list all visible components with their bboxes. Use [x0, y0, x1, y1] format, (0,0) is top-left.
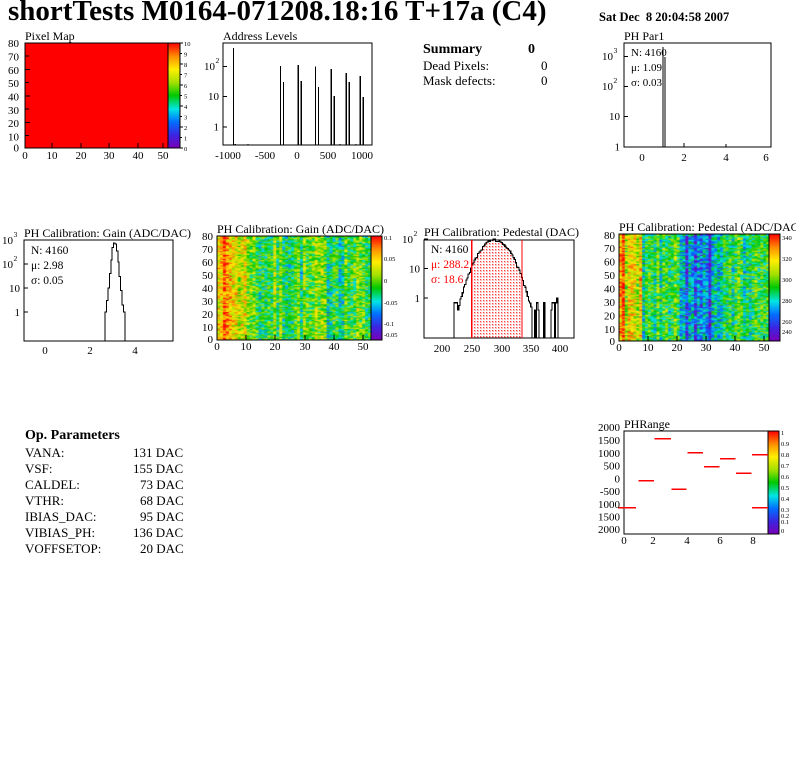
- svg-text:1: 1: [781, 430, 784, 437]
- svg-text:1000: 1000: [598, 499, 621, 511]
- svg-text:500: 500: [604, 461, 621, 473]
- svg-text:6: 6: [717, 535, 723, 547]
- svg-text:2: 2: [650, 535, 656, 547]
- svg-text:0.1: 0.1: [781, 519, 789, 526]
- svg-text:2000: 2000: [598, 422, 621, 434]
- svg-text:4: 4: [684, 535, 690, 547]
- svg-text:1500: 1500: [598, 512, 621, 524]
- svg-text:0.4: 0.4: [781, 496, 790, 503]
- svg-text:0.7: 0.7: [781, 463, 790, 470]
- svg-text:0.5: 0.5: [781, 485, 789, 492]
- svg-text:0.6: 0.6: [781, 474, 790, 481]
- svg-text:0.8: 0.8: [781, 452, 789, 459]
- svg-text:1500: 1500: [598, 435, 621, 447]
- svg-text:2000: 2000: [598, 524, 621, 536]
- svg-text:0: 0: [615, 474, 621, 486]
- svg-text:1000: 1000: [598, 448, 621, 460]
- svg-text:8: 8: [750, 535, 756, 547]
- svg-text:0: 0: [621, 535, 627, 547]
- svg-text:0.9: 0.9: [781, 441, 789, 448]
- svg-text:0: 0: [781, 528, 784, 535]
- svg-text:-500: -500: [600, 486, 621, 498]
